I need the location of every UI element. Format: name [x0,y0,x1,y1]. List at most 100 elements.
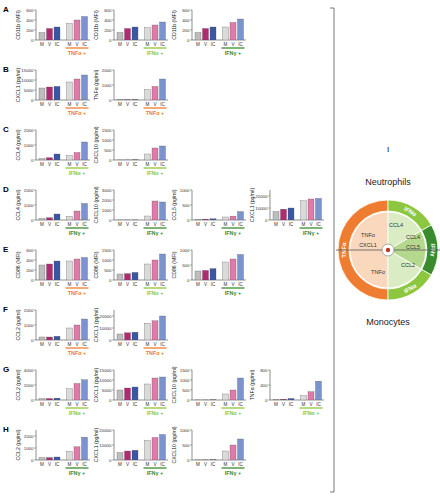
bar [223,394,229,400]
inner-label: CXCL1 [359,242,377,248]
x-tick-label: M [302,222,306,227]
bars [117,377,166,400]
x-tick-label: IC [160,282,165,287]
x-tick-label: IC [55,462,60,467]
inner-label: TNFα [361,232,376,238]
bar [39,399,45,401]
y-axis-label: CXCL1 (pg/ml) [93,368,99,403]
condition-bar [66,407,89,408]
divider [330,8,334,9]
panel-label: F [3,305,8,314]
y-tick [112,430,114,431]
bars [39,437,88,460]
y-tick [34,220,36,221]
x-tick-label: V [75,462,79,467]
y-axis-label: CD11b (MFI) [171,10,177,40]
bar-chart: CXCL1 (pg/ml)01000020000MVICMVICIFNγ + [249,188,324,236]
condition-label: IFNα + [147,50,164,56]
y-tick [190,20,192,21]
x-tick-label: V [126,222,130,227]
y-tick-label: 1500 [102,248,112,253]
x-tick-label: M [146,102,150,107]
y-tick-label: 200 [26,268,34,273]
condition-bar [66,347,89,348]
x-tick-label: V [153,42,157,47]
bar [125,99,131,100]
x-tick-label: V [204,462,208,467]
y-axis-label: TNFα (pg/ml) [93,69,99,100]
x-tick-label: M [146,402,150,407]
x-tick-label: IC [160,402,165,407]
y-axis [36,250,37,280]
y-tick-label: 20000 [99,428,112,433]
bars [195,212,244,220]
bar [74,79,80,100]
y-axis [114,130,115,160]
panel-label: C [3,125,9,134]
outer-label: IFNα [403,206,418,218]
x-tick-label: IC [133,102,138,107]
bar-chart: CCL5 (pg/ml)05001000MVICMVICIFNγ + [171,188,246,236]
y-tick [112,340,114,341]
x-tick-label: IC [160,102,165,107]
bar [132,159,138,160]
y-tick-label: 0 [31,158,34,163]
bars [273,198,322,220]
bar [152,438,158,461]
x-tick-label: V [231,42,235,47]
y-axis-label: CD86 (MFI) [93,251,99,278]
y-tick-label: 600 [26,8,34,13]
x-tick-label: IC [82,162,87,167]
y-tick-label: 0 [187,278,190,283]
bar [308,199,314,220]
bar [238,212,244,220]
y-tick [34,250,36,251]
bar [145,154,151,160]
y-tick [112,220,114,221]
y-tick [34,280,36,281]
x-tick-label: IC [55,42,60,47]
bar [82,142,88,160]
bar [210,269,216,280]
bar [67,82,73,100]
x-tick-label: IC [133,342,138,347]
y-tick [112,10,114,11]
bar [316,381,322,400]
bar [195,271,201,280]
bar-chart: CCL2 (pg/ml)010002000MVICMVICTNFα + [15,308,90,356]
x-tick-label: V [48,402,52,407]
bar [39,265,45,280]
bar [67,389,73,400]
condition-bar [222,287,245,288]
y-tick [112,30,114,31]
bar [152,25,158,40]
y-tick-label: 2000 [102,198,112,203]
bars [39,204,88,221]
y-tick [190,280,192,281]
x-tick-label: M [40,162,44,167]
y-axis-label: CCL2 (pg/ml) [15,369,21,400]
x-tick-label: M [118,42,122,47]
x-tick-label: V [153,102,157,107]
y-tick [34,260,36,261]
condition-bar [144,407,167,408]
bar [203,29,209,41]
x-tick-label: V [126,162,130,167]
x-tick-label: IC [55,102,60,107]
x-tick-label: V [75,222,79,227]
y-tick-label: 0 [187,398,190,403]
panel-label: G [3,365,9,374]
x-tick-label: M [68,402,72,407]
x-tick-label: IC [82,402,87,407]
y-axis [192,370,193,400]
bars [195,439,244,460]
y-tick-label: 1000 [102,138,112,143]
x-tick-label: V [309,402,313,407]
bar [132,450,138,460]
bar [132,332,138,340]
y-tick-label: 2000 [24,128,34,133]
y-tick [268,196,270,197]
x-tick-label: V [309,222,313,227]
y-tick-label: 10000 [99,326,112,331]
x-tick-label: IC [133,282,138,287]
